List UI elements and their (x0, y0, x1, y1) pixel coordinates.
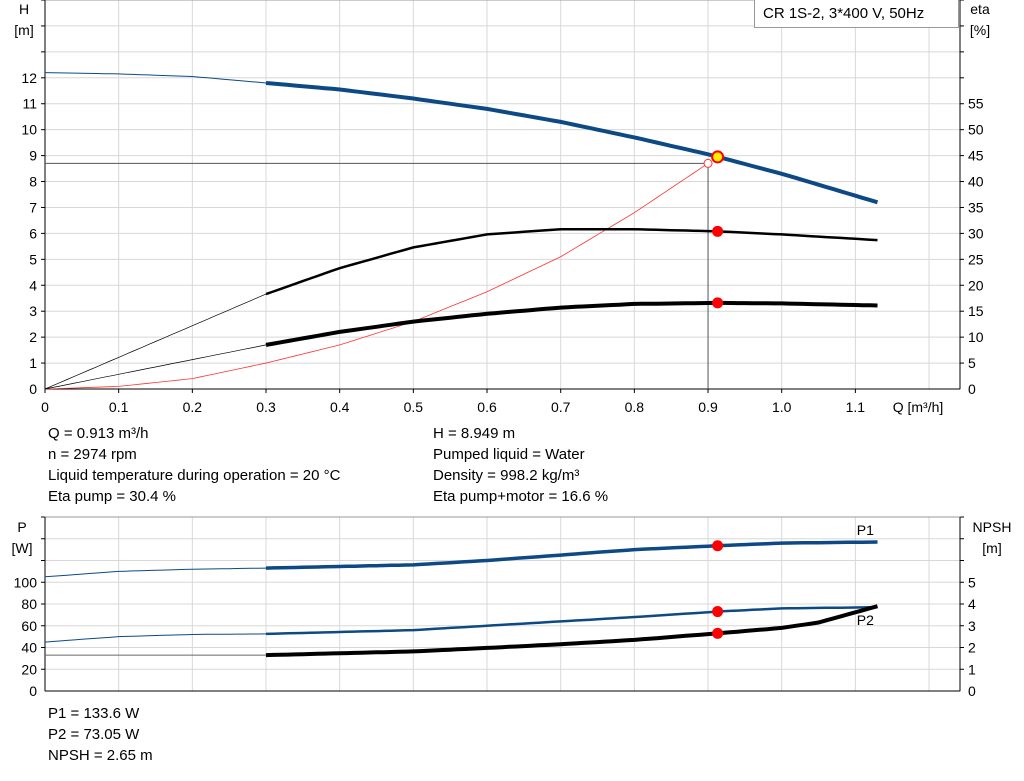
y2-tick-label: 25 (968, 251, 984, 267)
info-h: H = 8.949 m (433, 425, 516, 442)
y2-tick-label: 30 (968, 225, 984, 241)
npsh-axis-label: NPSH (973, 519, 1012, 535)
x-axis-label: Q [m³/h] (893, 399, 944, 415)
eta-pump-motor-curve (265, 300, 878, 347)
y2-tick-label: 35 (968, 199, 984, 215)
npsh-axis-label: [m] (982, 540, 1001, 556)
y2-tick-label: 15 (968, 303, 984, 319)
x-tick-label: 0.4 (330, 399, 350, 415)
p-tick-label: 20 (21, 661, 37, 677)
x-tick-label: 0.7 (551, 399, 571, 415)
eta-pump-curve-thin (44, 293, 267, 390)
y2-tick-label: 40 (968, 174, 984, 190)
p2-curve-thin (44, 633, 267, 643)
y-tick-label: 12 (21, 70, 37, 86)
y2-axis-label: eta (970, 1, 990, 17)
info-left: Q = 0.913 m³/h n = 2974 rpm Liquid tempe… (48, 423, 340, 507)
y2-axis-label: [%] (970, 22, 990, 38)
x-tick-label: 0.5 (404, 399, 424, 415)
npsh-tick-label: 5 (968, 574, 976, 590)
y-tick-label: 1 (29, 355, 37, 371)
y-tick-label: 5 (29, 251, 37, 267)
x-tick-label: 0 (41, 399, 49, 415)
info-p2: P2 = 73.05 W (48, 726, 140, 743)
y-tick-label: 9 (29, 148, 37, 164)
p1-curve (265, 540, 878, 570)
p-tick-label: 80 (21, 596, 37, 612)
p-tick-label: 100 (14, 574, 38, 590)
info-temp: Liquid temperature during operation = 20… (48, 467, 341, 484)
plot-frame (44, 0, 961, 390)
y2-tick-label: 55 (968, 96, 984, 112)
npsh-curve (265, 604, 879, 658)
x-tick-label: 0.1 (109, 399, 129, 415)
p-axis-label: P (17, 519, 26, 535)
p1-curve-thin (44, 567, 267, 578)
x-tick-label: 0.3 (256, 399, 276, 415)
npsh-tick-label: 4 (968, 596, 976, 612)
x-tick-label: 0.6 (477, 399, 497, 415)
y-tick-label: 4 (29, 277, 37, 293)
y-tick-label: 3 (29, 303, 37, 319)
eta-pump-curve (265, 228, 878, 296)
npsh-tick-label: 2 (968, 640, 976, 656)
info-q: Q = 0.913 m³/h (48, 425, 149, 442)
y2-tick-label: 10 (968, 329, 984, 345)
x-tick-label: 0.2 (183, 399, 203, 415)
npsh-tick-label: 1 (968, 661, 976, 677)
info-liquid: Pumped liquid = Water (433, 446, 585, 463)
npsh-duty-marker (712, 627, 724, 639)
p-tick-label: 60 (21, 618, 37, 634)
y-tick-label: 0 (29, 381, 37, 397)
info-density: Density = 998.2 kg/m³ (433, 467, 580, 484)
p1-label: P1 (857, 522, 874, 538)
h-curve-thin (44, 72, 267, 84)
y-tick-label: 6 (29, 225, 37, 241)
chart-title-box: CR 1S-2, 3*400 V, 50Hz (754, 0, 959, 28)
info-eta-pump: Eta pump = 30.4 % (48, 488, 176, 505)
y2-tick-label: 5 (968, 355, 976, 371)
info-npsh: NPSH = 2.65 m (48, 747, 153, 764)
info-eta-pump-motor: Eta pump+motor = 16.6 % (433, 488, 609, 505)
p2-label: P2 (857, 612, 874, 628)
p-tick-label: 0 (29, 683, 37, 699)
y-tick-label: 10 (21, 122, 37, 138)
y-tick-label: 8 (29, 174, 37, 190)
p-axis-label: [W] (12, 540, 33, 556)
p1-duty-marker (712, 540, 724, 552)
npsh-tick-label: 0 (968, 683, 976, 699)
info-p1: P1 = 133.6 W (48, 705, 140, 722)
y2-tick-label: 20 (968, 277, 984, 293)
duty-point-marker (711, 150, 725, 164)
system-curve (44, 163, 709, 390)
npsh-tick-label: 3 (968, 618, 976, 634)
info-n: n = 2974 rpm (48, 446, 137, 463)
y2-tick-label: 50 (968, 122, 984, 138)
x-tick-label: 1.0 (772, 399, 792, 415)
y2-tick-label: 0 (968, 381, 976, 397)
y-tick-label: 11 (22, 96, 37, 112)
y-tick-label: 7 (29, 199, 37, 215)
info-right: H = 8.949 m Pumped liquid = Water Densit… (433, 423, 608, 507)
y-axis-label: [m] (14, 22, 33, 38)
eta-pump-motor-curve-thin (44, 344, 267, 390)
p-tick-label: 40 (21, 640, 37, 656)
info-bottom: P1 = 133.6 W P2 = 73.05 W NPSH = 2.65 m (48, 703, 153, 766)
system-point-marker (703, 158, 713, 168)
x-tick-label: 0.9 (698, 399, 718, 415)
x-tick-label: 0.8 (625, 399, 645, 415)
y2-tick-label: 45 (968, 148, 984, 164)
y-tick-label: 2 (29, 329, 37, 345)
h-curve (265, 81, 879, 205)
p2-curve (265, 606, 878, 636)
p2-duty-marker (712, 606, 724, 618)
eta-pump-motor-duty-marker (712, 297, 724, 309)
eta-pump-duty-marker (712, 225, 724, 237)
x-tick-label: 1.1 (846, 399, 866, 415)
y-axis-label: H (19, 1, 29, 17)
